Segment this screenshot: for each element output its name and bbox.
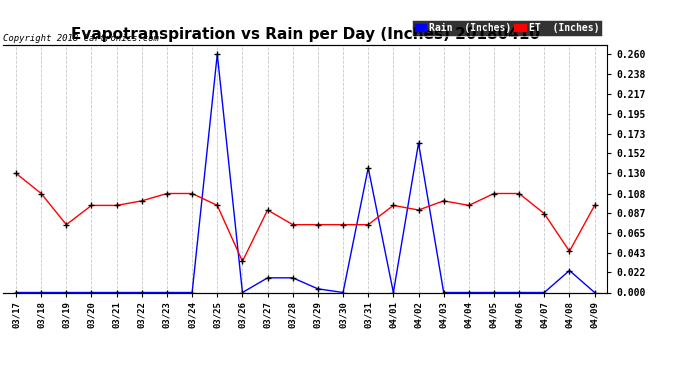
Text: Copyright 2018 Cartronics.com: Copyright 2018 Cartronics.com <box>3 33 159 42</box>
Legend: Rain  (Inches), ET  (Inches): Rain (Inches), ET (Inches) <box>412 20 602 36</box>
Title: Evapotranspiration vs Rain per Day (Inches) 20180410: Evapotranspiration vs Rain per Day (Inch… <box>71 27 540 42</box>
